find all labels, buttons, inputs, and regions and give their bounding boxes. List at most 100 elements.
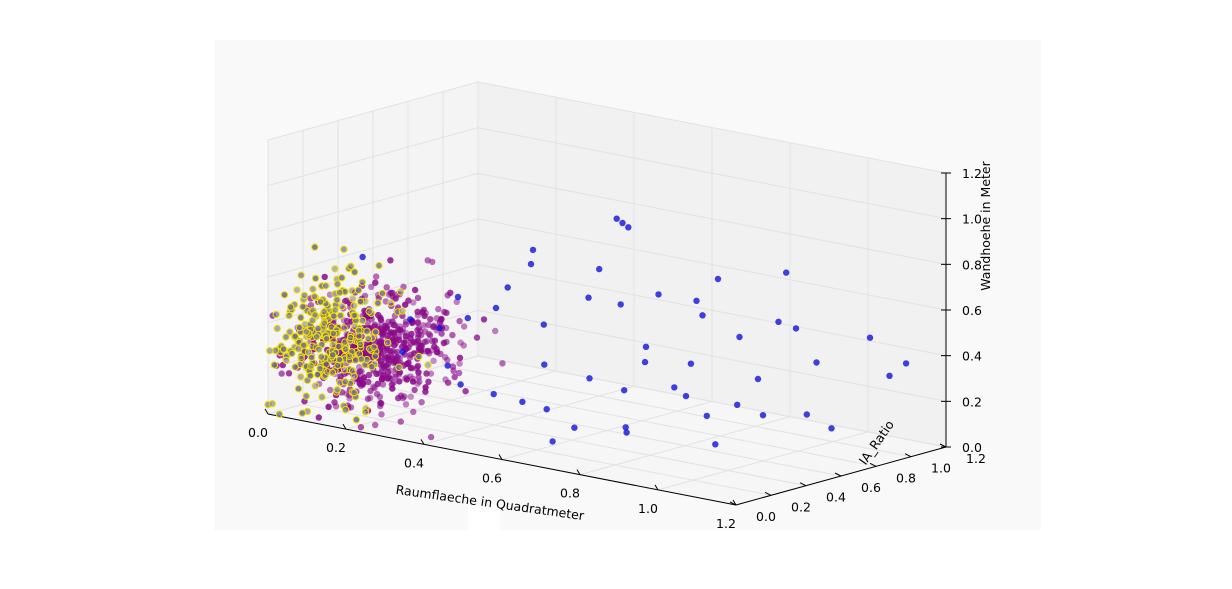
point-grey bbox=[287, 303, 295, 311]
point-purple bbox=[379, 381, 387, 388]
z-tick-label: 0.0 bbox=[962, 440, 982, 455]
data-points bbox=[264, 215, 910, 448]
axes bbox=[264, 172, 951, 506]
point-blue bbox=[687, 360, 695, 367]
point-purple bbox=[389, 293, 397, 300]
x-tick-label: 1.2 bbox=[716, 516, 736, 531]
point-purple bbox=[343, 390, 350, 397]
point-grey bbox=[364, 335, 372, 343]
point-grey bbox=[361, 408, 370, 416]
point-purple bbox=[425, 321, 432, 329]
point-purple bbox=[387, 257, 394, 264]
axes-background-gap bbox=[468, 505, 500, 535]
point-grey bbox=[307, 362, 315, 370]
point-grey bbox=[320, 319, 328, 327]
point-grey bbox=[338, 274, 346, 282]
point-purple bbox=[427, 370, 435, 377]
point-grey bbox=[329, 329, 338, 338]
point-purple bbox=[441, 308, 448, 316]
point-grey bbox=[280, 291, 289, 299]
point-blue bbox=[714, 275, 722, 283]
point-grey bbox=[378, 289, 387, 298]
point-purple bbox=[403, 376, 411, 383]
point-grey bbox=[355, 332, 363, 340]
point-grey bbox=[338, 302, 346, 311]
point-purple bbox=[397, 418, 404, 425]
point-grey bbox=[333, 296, 341, 304]
point-purple bbox=[456, 360, 463, 367]
point-grey bbox=[415, 352, 423, 361]
x-tick-mark bbox=[732, 499, 737, 506]
point-blue bbox=[359, 253, 366, 261]
point-grey bbox=[317, 353, 326, 361]
point-blue bbox=[571, 424, 578, 431]
point-grey bbox=[316, 298, 325, 306]
x-tick-mark bbox=[420, 439, 425, 445]
point-purple bbox=[392, 355, 400, 362]
point-grey bbox=[309, 285, 317, 293]
point-purple bbox=[392, 371, 399, 378]
point-blue bbox=[703, 412, 710, 420]
point-purple bbox=[429, 337, 436, 345]
point-purple bbox=[321, 273, 328, 281]
point-grey bbox=[341, 406, 350, 414]
y-tick-label: 1.0 bbox=[931, 461, 951, 476]
point-blue bbox=[585, 294, 592, 301]
z-tick-label: 0.2 bbox=[962, 394, 982, 409]
point-purple bbox=[436, 319, 444, 326]
point-purple bbox=[407, 393, 414, 400]
point-grey bbox=[350, 302, 358, 310]
grid-line-z-back bbox=[477, 127, 947, 220]
point-purple bbox=[327, 386, 334, 394]
point-grey bbox=[350, 372, 358, 380]
point-purple bbox=[403, 374, 410, 381]
point-purple bbox=[401, 393, 408, 400]
point-purple bbox=[399, 326, 407, 333]
y-tick-mark bbox=[904, 453, 912, 458]
y-tick-mark bbox=[869, 462, 877, 467]
point-blue bbox=[464, 314, 471, 322]
point-grey bbox=[270, 361, 279, 369]
point-grey bbox=[340, 324, 348, 332]
point-grey bbox=[302, 328, 310, 336]
point-blue bbox=[586, 375, 593, 382]
point-purple bbox=[425, 378, 432, 385]
point-blue bbox=[543, 406, 550, 413]
point-grey bbox=[268, 400, 276, 408]
point-grey bbox=[341, 345, 350, 353]
point-purple bbox=[402, 301, 409, 308]
point-grey bbox=[352, 416, 361, 424]
point-purple bbox=[372, 279, 379, 286]
point-blue bbox=[529, 246, 537, 254]
point-purple bbox=[414, 308, 421, 315]
point-grey bbox=[398, 307, 406, 315]
point-purple bbox=[387, 321, 394, 328]
point-blue bbox=[444, 362, 451, 369]
x-tick-label: 0.4 bbox=[404, 455, 424, 470]
point-purple bbox=[347, 404, 355, 411]
point-grey bbox=[347, 262, 355, 270]
point-blue bbox=[619, 219, 626, 227]
z-tick-label: 0.8 bbox=[962, 257, 982, 272]
point-grey bbox=[272, 310, 280, 319]
point-grey bbox=[285, 311, 293, 320]
point-purple bbox=[412, 339, 420, 346]
point-blue bbox=[596, 265, 603, 273]
point-blue bbox=[457, 381, 464, 388]
point-purple bbox=[413, 363, 421, 371]
point-purple bbox=[425, 350, 433, 357]
point-grey bbox=[352, 356, 360, 364]
point-blue bbox=[641, 358, 649, 366]
point-purple bbox=[379, 339, 386, 347]
point-purple bbox=[278, 370, 285, 377]
point-blue bbox=[540, 321, 547, 328]
point-purple bbox=[420, 322, 427, 329]
point-purple bbox=[378, 375, 386, 383]
point-blue bbox=[682, 392, 690, 400]
point-purple bbox=[421, 328, 429, 335]
point-grey bbox=[365, 307, 373, 316]
point-blue bbox=[527, 260, 535, 268]
point-purple bbox=[372, 421, 379, 429]
point-blue bbox=[490, 390, 497, 398]
point-purple bbox=[377, 361, 384, 368]
